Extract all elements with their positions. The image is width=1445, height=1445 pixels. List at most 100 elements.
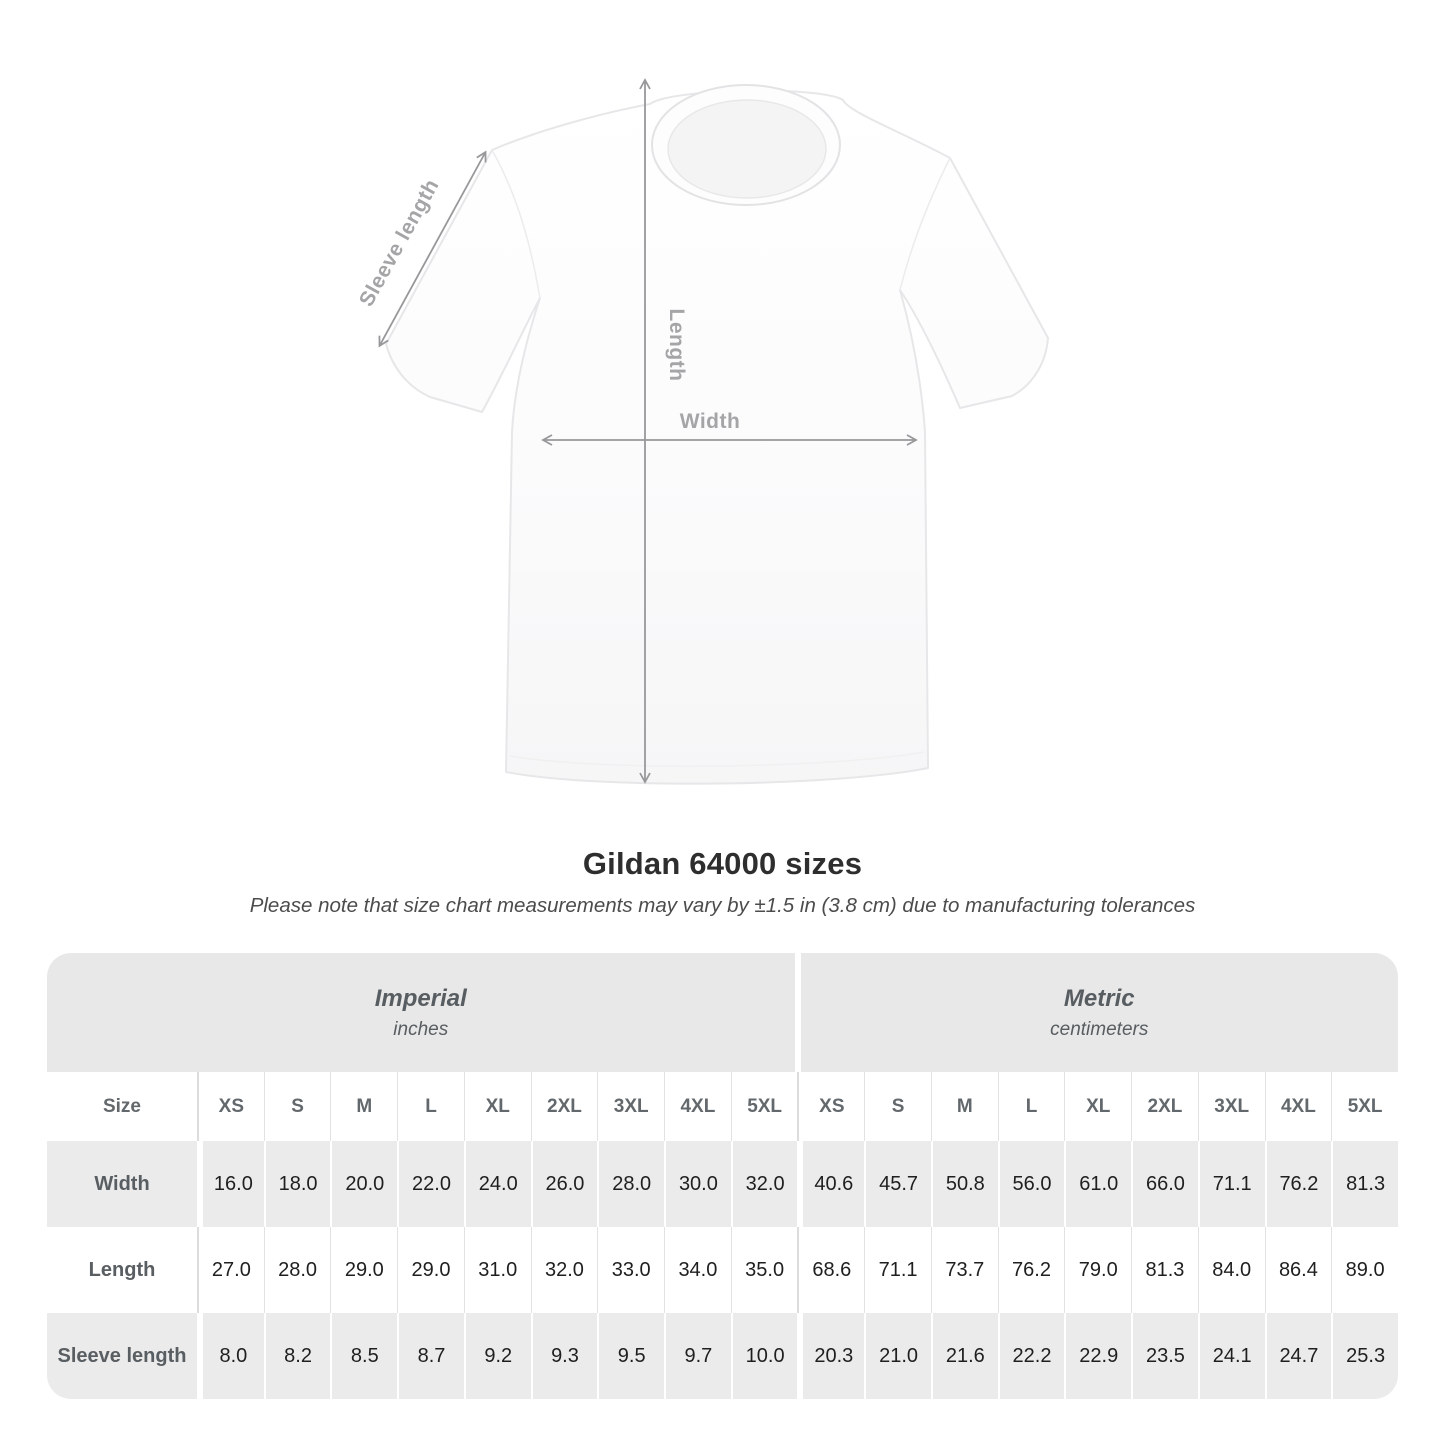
- value-cell: 9.3: [530, 1313, 598, 1399]
- value-cell: 25.3: [1331, 1313, 1398, 1399]
- row-label-cell: Width: [94, 1172, 150, 1195]
- tshirt-illustration: Sleeve length Length Width: [355, 78, 1049, 785]
- column-header-cell: 4XL: [1264, 1072, 1332, 1141]
- value-cell: 33.0: [597, 1227, 664, 1313]
- value-cell: 24.1: [1197, 1313, 1265, 1399]
- value-cell: 56.0: [997, 1141, 1065, 1227]
- value-cell: 32.0: [530, 1227, 598, 1313]
- value-cell: 61.0: [1064, 1141, 1131, 1227]
- value-cell: 8.5: [330, 1313, 397, 1399]
- value-cell: 26.0: [530, 1141, 598, 1227]
- value-cell: 22.9: [1064, 1313, 1131, 1399]
- value-cell: 89.0: [1331, 1227, 1398, 1313]
- width-label: Width: [680, 410, 741, 433]
- value-cell: 24.7: [1264, 1313, 1332, 1399]
- value-cell: 9.5: [597, 1313, 664, 1399]
- row-label-cell: Length: [88, 1258, 156, 1281]
- value-cell: 9.7: [664, 1313, 731, 1399]
- value-cell: 30.0: [664, 1141, 731, 1227]
- page-title: Gildan 64000 sizes: [582, 846, 863, 881]
- value-cell: 84.0: [1197, 1227, 1265, 1313]
- value-cell: 10.0: [730, 1313, 798, 1399]
- table-row: Sleeve length 8.0 8.2 8.5 8.7 9.2 9.3 9.5 9.7 10.…: [47, 1313, 1398, 1399]
- imperial-subtitle: inches: [393, 1018, 449, 1040]
- sleeve-length-arrow: [378, 150, 487, 348]
- value-cell: 22.2: [997, 1313, 1065, 1399]
- value-cell: 9.2: [463, 1313, 531, 1399]
- column-header-cell: 3XL: [597, 1072, 664, 1141]
- value-cell: 71.1: [1197, 1141, 1265, 1227]
- column-header-cell: M: [930, 1072, 998, 1141]
- tshirt-shape: [385, 84, 1049, 785]
- column-header-cell: S: [864, 1072, 931, 1141]
- value-cell: 8.7: [397, 1313, 464, 1399]
- unit-header-band: Imperial inches Metric centimeters: [47, 953, 1398, 1072]
- column-header-cell: XL: [1064, 1072, 1131, 1141]
- column-header-cell: 3XL: [1197, 1072, 1265, 1141]
- value-cell: 21.0: [864, 1313, 931, 1399]
- value-cell: 20.3: [797, 1313, 864, 1399]
- column-header-cell: XS: [197, 1072, 264, 1141]
- value-cell: 34.0: [664, 1227, 731, 1313]
- value-cell: 73.7: [930, 1227, 998, 1313]
- column-header-cell: L: [997, 1072, 1065, 1141]
- tshirt-diagram: Sleeve length Length Width: [355, 78, 1049, 785]
- column-header-cell: 5XL: [1331, 1072, 1398, 1141]
- column-header-cell: 2XL: [1131, 1072, 1198, 1141]
- value-cell: 16.0: [197, 1141, 264, 1227]
- value-cell: 27.0: [197, 1227, 264, 1313]
- table-row: Width 16.0 18.0 20.0 22.0 24.0 26.0 28.0 30.0 32.…: [47, 1141, 1398, 1227]
- column-header-cell: XL: [463, 1072, 531, 1141]
- column-header-cell: 2XL: [530, 1072, 598, 1141]
- value-cell: 45.7: [864, 1141, 931, 1227]
- value-cell: 28.0: [263, 1227, 331, 1313]
- column-header-cell: 5XL: [730, 1072, 798, 1141]
- metric-header: Metric centimeters: [800, 953, 1398, 1072]
- value-cell: 66.0: [1131, 1141, 1198, 1227]
- value-cell: 86.4: [1264, 1227, 1332, 1313]
- column-header-cell: S: [263, 1072, 331, 1141]
- value-cell: 29.0: [397, 1227, 464, 1313]
- imperial-header: Imperial inches: [47, 953, 795, 1072]
- value-cell: 71.1: [864, 1227, 931, 1313]
- value-cell: 28.0: [597, 1141, 664, 1227]
- value-cell: 21.6: [930, 1313, 998, 1399]
- value-cell: 35.0: [730, 1227, 798, 1313]
- value-cell: 76.2: [997, 1227, 1065, 1313]
- value-cell: 81.3: [1331, 1141, 1398, 1227]
- imperial-title: Imperial: [374, 984, 467, 1012]
- metric-title: Metric: [1063, 984, 1135, 1012]
- measurement-arrows: [378, 78, 918, 784]
- value-cell: 23.5: [1131, 1313, 1198, 1399]
- value-cell: 29.0: [330, 1227, 397, 1313]
- size-table-body: Size XS S M L XL 2XL 3XL 4XL 5XL XS S M L XL 2XL 3XL 4XL 5…: [47, 1072, 1398, 1399]
- value-cell: 50.8: [930, 1141, 998, 1227]
- value-cell: 79.0: [1064, 1227, 1131, 1313]
- column-header-cell: M: [330, 1072, 397, 1141]
- table-row: Size XS S M L XL 2XL 3XL 4XL 5XL XS S M L XL 2XL 3XL 4XL 5…: [47, 1072, 1398, 1141]
- column-header-cell: 4XL: [664, 1072, 731, 1141]
- value-cell: 81.3: [1131, 1227, 1198, 1313]
- size-column-header: Size: [102, 1095, 142, 1117]
- column-header-cell: XS: [797, 1072, 864, 1141]
- size-table: Imperial inches Metric centimeters Size X…: [47, 953, 1398, 1399]
- column-header-cell: L: [397, 1072, 464, 1141]
- value-cell: 22.0: [397, 1141, 464, 1227]
- value-cell: 32.0: [730, 1141, 798, 1227]
- value-cell: 40.6: [797, 1141, 864, 1227]
- value-cell: 76.2: [1264, 1141, 1332, 1227]
- table-row: Length 27.0 28.0 29.0 29.0 31.0 32.0 33.0 34.0 35…: [47, 1227, 1398, 1313]
- value-cell: 20.0: [330, 1141, 397, 1227]
- length-label: Length: [665, 309, 688, 382]
- value-cell: 8.2: [263, 1313, 331, 1399]
- value-cell: 24.0: [463, 1141, 531, 1227]
- tolerance-note: Please note that size chart measurements…: [249, 894, 1196, 917]
- unit-band-divider: [794, 953, 801, 1072]
- metric-subtitle: centimeters: [1050, 1018, 1149, 1040]
- value-cell: 18.0: [263, 1141, 331, 1227]
- value-cell: 8.0: [197, 1313, 264, 1399]
- row-label-cell: Sleeve length: [57, 1344, 187, 1367]
- value-cell: 68.6: [797, 1227, 864, 1313]
- value-cell: 31.0: [463, 1227, 531, 1313]
